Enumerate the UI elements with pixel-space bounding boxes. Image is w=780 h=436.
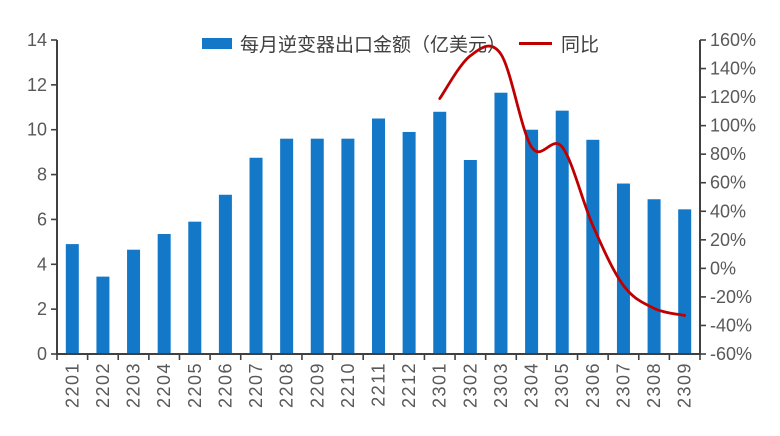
right-axis-tick-label: 160% [710, 30, 756, 50]
left-axis-tick-label: 0 [37, 344, 47, 364]
right-axis-tick-label: 0% [710, 258, 736, 278]
x-axis-label: 2206 [215, 362, 235, 408]
bar-2307 [616, 183, 630, 354]
right-axis-tick-label: 60% [710, 173, 746, 193]
right-axis-tick-label: -40% [710, 315, 752, 335]
x-axis-label: 2201 [62, 362, 82, 408]
left-axis-tick-label: 6 [37, 209, 47, 229]
bar-2305 [555, 110, 569, 355]
right-axis-tick-label: 40% [710, 201, 746, 221]
x-axis-label: 2203 [124, 362, 144, 408]
bar-2306 [586, 139, 600, 354]
bar-2210 [341, 138, 355, 354]
right-axis-tick-label: 120% [710, 87, 756, 107]
x-axis-label: 2307 [613, 362, 633, 408]
bars-group [65, 92, 692, 355]
yoy-line [438, 44, 687, 317]
x-axis-label: 2207 [246, 362, 266, 408]
left-axis-tick-label: 14 [27, 30, 47, 50]
bar-2308 [647, 199, 661, 354]
x-axis-label: 2204 [154, 362, 174, 408]
bar-2208 [280, 138, 294, 354]
right-axis-tick-label: -20% [710, 287, 752, 307]
line-series-label: 同比 [561, 34, 600, 56]
right-axis-tick-label: 80% [710, 144, 746, 164]
left-axis-tick-label: 10 [27, 120, 47, 140]
x-axis-label: 2305 [552, 362, 572, 408]
x-axis-label: 2211 [369, 362, 389, 407]
x-axis-label: 2212 [399, 362, 419, 408]
chart-legend: 每月逆变器出口金额（亿美元） 同比 [202, 31, 600, 56]
x-axis-label: 2202 [93, 362, 113, 408]
bar-series-swatch [202, 37, 232, 49]
bar-2201 [65, 244, 79, 354]
x-axis-label: 2306 [583, 362, 603, 408]
yoy-line-group [438, 44, 687, 317]
left-axis-tick-label: 12 [27, 75, 47, 95]
bar-2204 [157, 234, 171, 354]
axis-labels-group: 0 2 4 6 8 10 12 14 -60% -40% -20% 0% 20% 40% 60% 80% 100… [27, 30, 756, 408]
bar-2309 [678, 209, 692, 354]
bar-2303 [494, 92, 508, 354]
right-axis-tick-label: -60% [710, 344, 752, 364]
bar-2212 [402, 131, 416, 354]
x-axis-label: 2205 [185, 362, 205, 408]
bar-2301 [433, 111, 447, 355]
bar-2205 [188, 221, 202, 354]
x-axis-label: 2210 [338, 362, 358, 408]
x-axis-label: 2209 [307, 362, 327, 408]
left-axis-tick-label: 2 [37, 299, 47, 319]
bar-2211 [372, 118, 385, 354]
x-axis-label: 2302 [460, 362, 480, 408]
x-axis-label: 2304 [522, 362, 542, 408]
bar-2207 [249, 157, 263, 354]
right-axis-tick-label: 100% [710, 116, 756, 136]
bar-2206 [218, 194, 232, 354]
left-axis-tick-label: 4 [37, 254, 47, 274]
bar-2304 [525, 129, 539, 354]
line-series-swatch [519, 41, 553, 45]
axes-group [51, 39, 706, 360]
x-axis-label: 2301 [430, 362, 450, 408]
bar-series-label: 每月逆变器出口金额（亿美元） [240, 34, 507, 56]
x-axis-label: 2208 [277, 362, 297, 408]
x-axis-label: 2308 [644, 362, 664, 408]
right-axis-tick-label: 140% [710, 59, 756, 79]
bar-2202 [96, 276, 110, 354]
x-axis-label: 2303 [491, 362, 511, 408]
x-axis-label: 2309 [675, 362, 695, 408]
left-axis-tick-label: 8 [37, 165, 47, 185]
bar-2209 [310, 138, 324, 354]
bar-2203 [127, 249, 141, 354]
right-axis-tick-label: 20% [710, 230, 746, 250]
bar-2302 [463, 159, 477, 354]
